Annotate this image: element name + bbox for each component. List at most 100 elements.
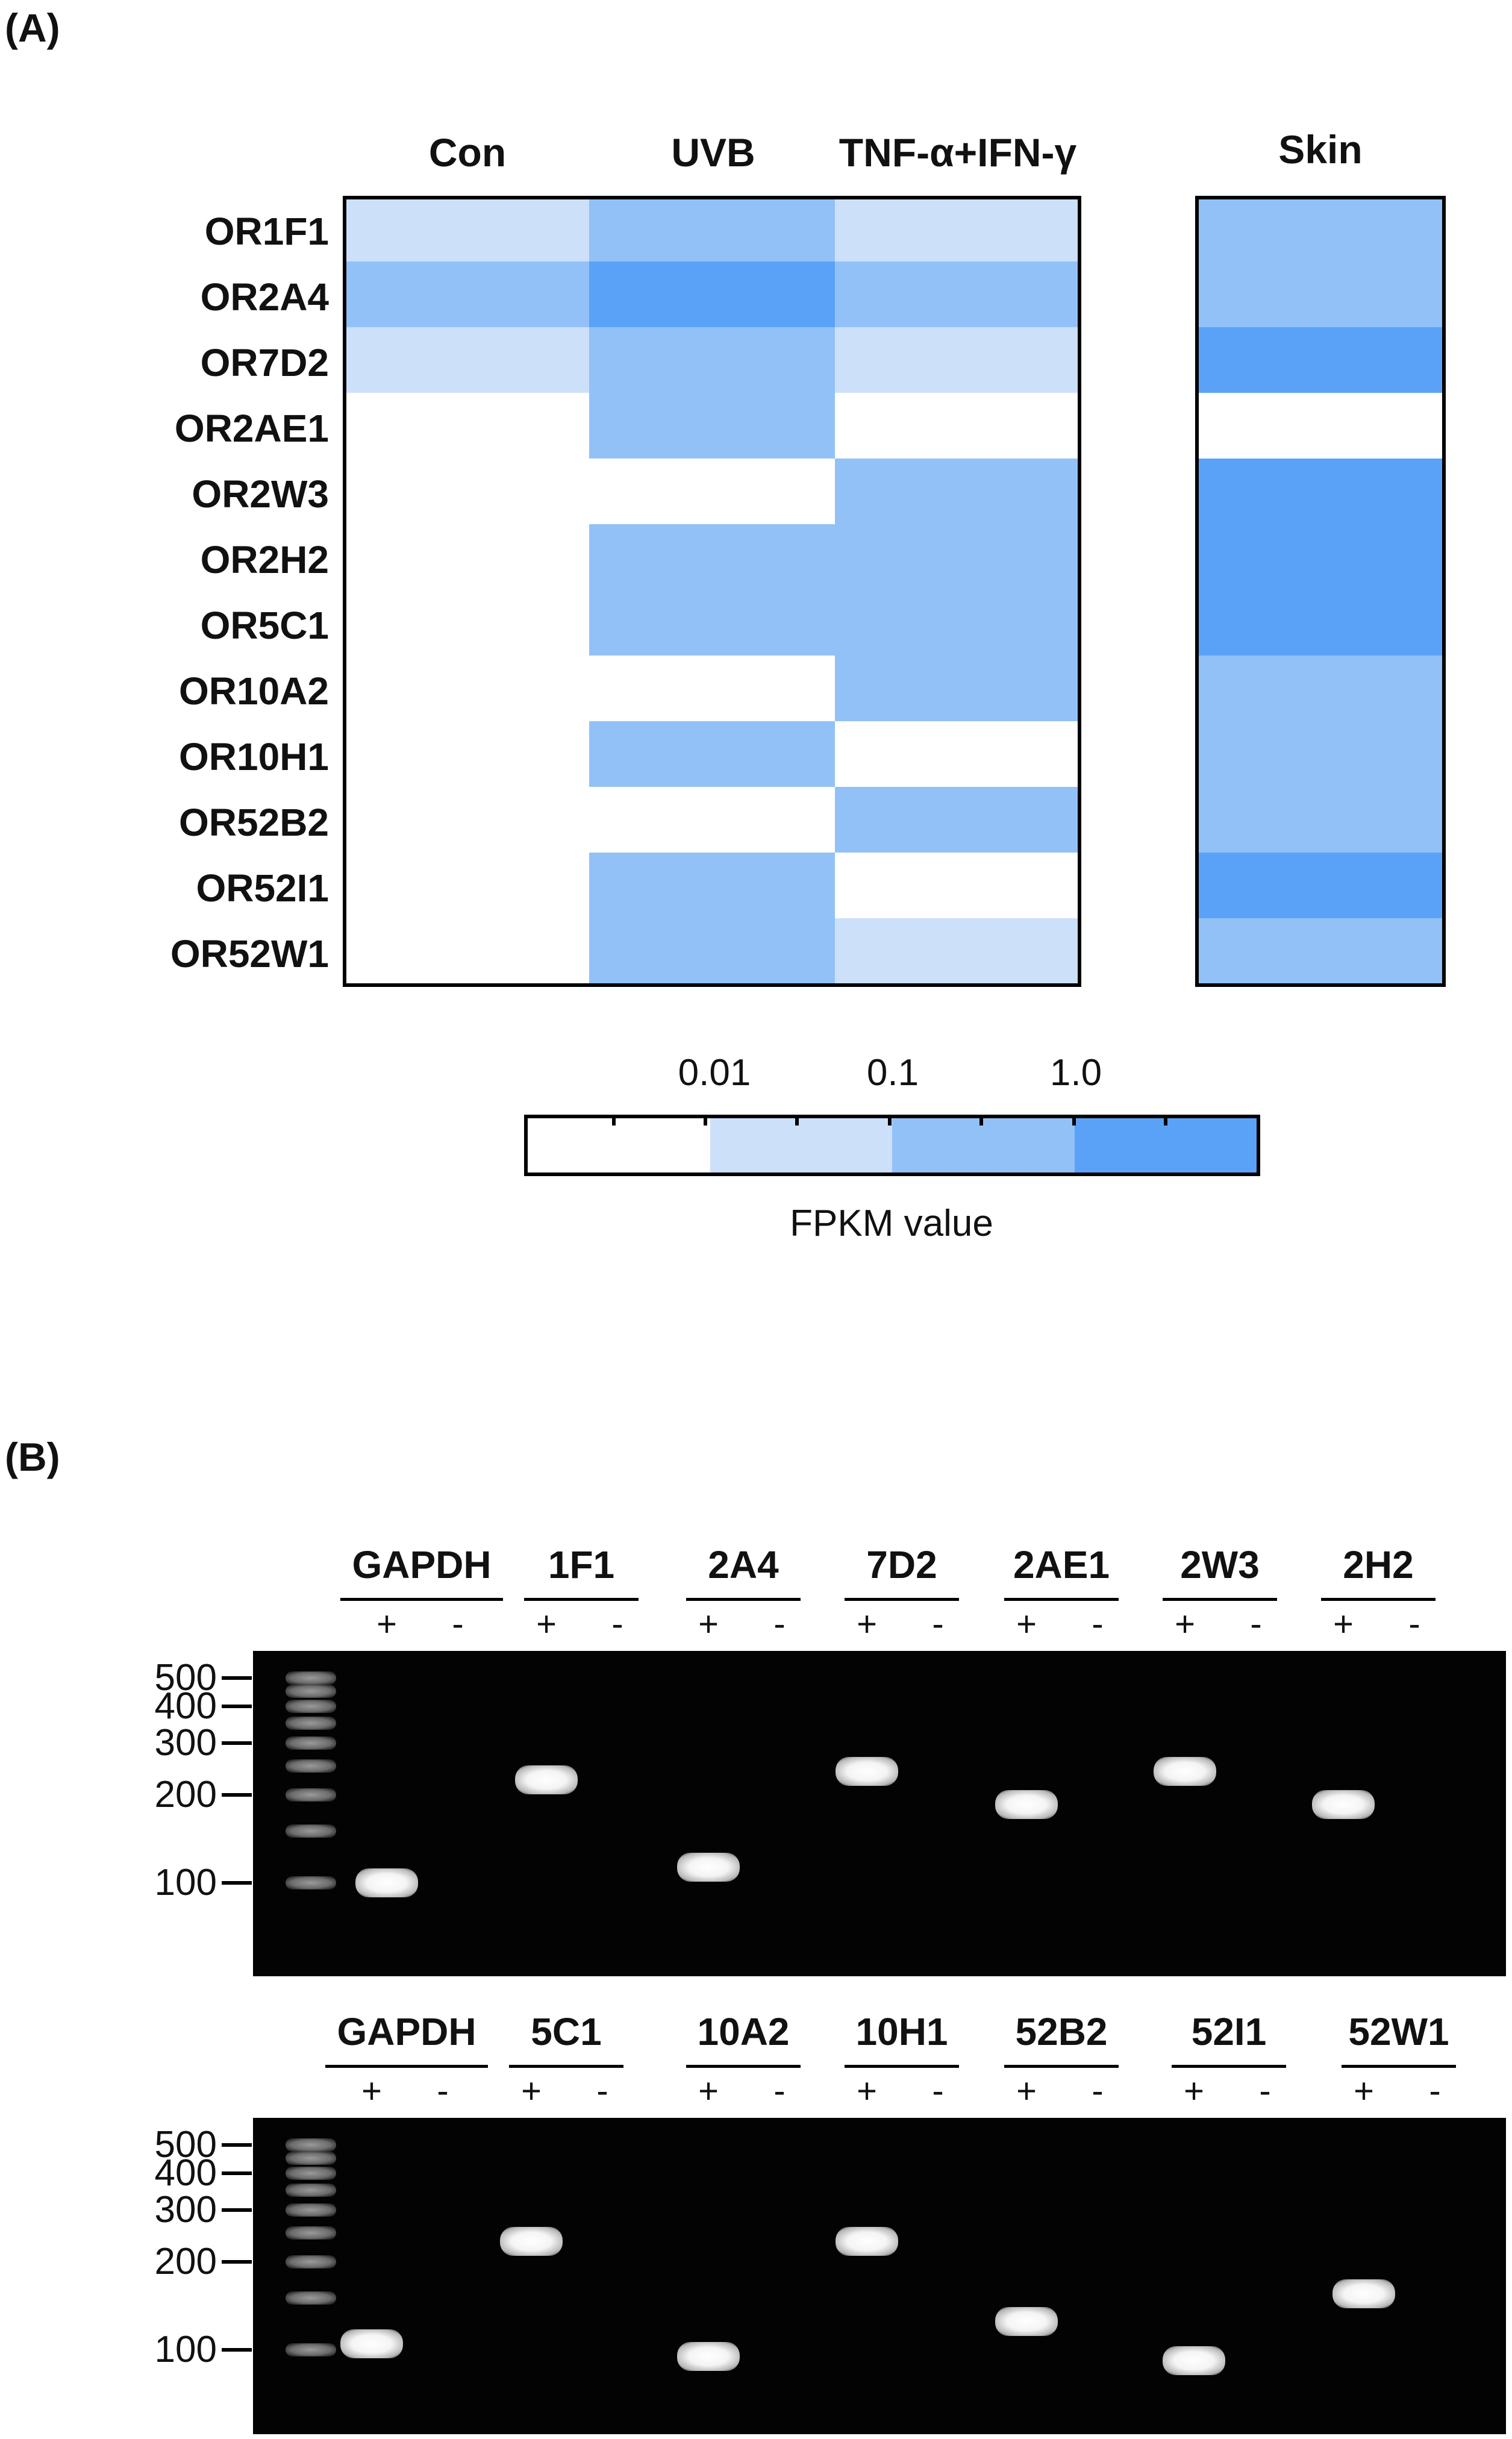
colorbar-tick	[612, 1115, 616, 1126]
gel-lane-plus: +	[1333, 1605, 1354, 1644]
skin-heatmap-frame	[1195, 196, 1446, 987]
heatmap-cell	[589, 590, 836, 656]
heatmap-cell	[835, 327, 1081, 393]
gel-lane-minus: -	[932, 1605, 944, 1644]
heatmap-row-label: OR52B2	[179, 801, 329, 844]
size-marker-label: 100	[154, 1862, 217, 1903]
heatmap-row-label: OR10A2	[179, 669, 329, 713]
ladder-band	[286, 1824, 336, 1838]
gel-lane-minus: -	[1250, 1605, 1262, 1644]
size-marker-tick	[222, 2259, 252, 2264]
gel-lane-minus: -	[1429, 2071, 1441, 2111]
heatmap-cell	[589, 787, 836, 853]
gel-lane-underline	[686, 2065, 801, 2068]
size-marker-label: 300	[154, 1721, 217, 1764]
size-marker-tick	[222, 1792, 252, 1797]
gel-image	[253, 2118, 1506, 2434]
colorbar-tick-label: 1.0	[1049, 1052, 1102, 1094]
ladder-band	[286, 1759, 336, 1773]
gel-lane-minus: -	[1408, 1605, 1420, 1644]
ladder-band	[286, 1685, 336, 1699]
skin-heatmap-cell	[1195, 656, 1446, 721]
size-marker-tick	[222, 2143, 252, 2147]
pcr-band	[677, 1853, 740, 1882]
heatmap-cell	[343, 918, 589, 984]
size-marker-label: 400	[154, 1685, 217, 1727]
ladder-band	[286, 2167, 336, 2181]
heatmap-frame	[343, 196, 1081, 987]
heatmap-cell	[589, 721, 836, 787]
heatmap-column-tnf-ifn: TNF-α+IFN-γ	[839, 130, 1077, 175]
heatmap-row-label: OR2H2	[200, 538, 329, 581]
heatmap-row-label: OR7D2	[200, 341, 329, 384]
gel-lane-name: 10H1	[855, 2010, 948, 2053]
gel-lane-underline	[340, 1598, 503, 1601]
skin-heatmap-cell	[1195, 327, 1446, 393]
gel-lane-name: 52W1	[1348, 2010, 1449, 2053]
size-marker-label: 300	[154, 2188, 217, 2231]
panel-b-label: (B)	[5, 1435, 60, 1479]
heatmap-cell	[343, 196, 589, 261]
size-marker-tick	[222, 1741, 252, 1745]
gel-lane-underline	[325, 2065, 488, 2068]
gel-lane-name: 2AE1	[1013, 1543, 1110, 1586]
gel-lane-minus: -	[773, 2071, 786, 2111]
heatmap-cell	[835, 787, 1081, 853]
gel-lane-name: 5C1	[531, 2010, 602, 2053]
gel-lane-plus: +	[698, 1605, 719, 1644]
gel-lane-plus: +	[1175, 1605, 1195, 1644]
gel-lane-underline	[1004, 2065, 1119, 2068]
gel-lane-name: GAPDH	[337, 2010, 476, 2053]
heatmap-cell	[589, 459, 836, 524]
gel-lane-plus: +	[1016, 2071, 1037, 2111]
ladder-band	[286, 1717, 336, 1730]
size-marker-label: 400	[154, 2152, 217, 2194]
heatmap-cell	[835, 918, 1081, 984]
heatmap-cell	[835, 196, 1081, 261]
heatmap-cell	[343, 327, 589, 393]
ladder-band	[286, 2255, 336, 2268]
colorbar-tick	[888, 1115, 892, 1126]
gel-lane-minus: -	[1092, 2071, 1104, 2111]
skin-heatmap-cell	[1195, 853, 1446, 918]
size-marker-label: 200	[154, 1773, 217, 1815]
pcr-band	[1332, 2279, 1395, 2309]
heatmap-row-label: OR1F1	[204, 210, 329, 253]
heatmap-cell	[835, 524, 1081, 590]
heatmap-cell	[343, 524, 589, 590]
ladder-band	[286, 2203, 336, 2217]
ladder-band	[286, 2226, 336, 2240]
colorbar-segment	[528, 1118, 710, 1173]
gel-lane-minus: -	[437, 2071, 449, 2111]
gel-lane-plus: +	[376, 1605, 397, 1644]
pcr-band	[1163, 2346, 1225, 2375]
skin-heatmap-cell	[1195, 393, 1446, 459]
gel-lane-name: 1F1	[548, 1543, 615, 1586]
gel-lane-name: GAPDH	[352, 1543, 492, 1586]
ladder-band	[286, 1736, 336, 1750]
gel-lane-underline	[1172, 2065, 1286, 2068]
ladder-band	[286, 2184, 336, 2197]
heatmap-cell	[589, 524, 836, 590]
colorbar-tick	[1164, 1115, 1167, 1126]
gel-lane-plus: +	[536, 1605, 557, 1644]
ladder-band	[286, 1671, 336, 1685]
heatmap-cell	[835, 721, 1081, 787]
gel-lane-minus: -	[1092, 1605, 1104, 1644]
gel-lane-plus: +	[698, 2071, 719, 2111]
gel-lane-underline	[845, 2065, 959, 2068]
gel-lane-minus: -	[1259, 2071, 1271, 2111]
gel-lane-plus: +	[1016, 1605, 1037, 1644]
colorbar-tick	[979, 1115, 983, 1126]
gel-lane-underline	[1004, 1598, 1119, 1601]
gel-lane-underline	[524, 1598, 639, 1601]
gel-lane-name: 7D2	[866, 1543, 937, 1586]
ladder-band	[286, 1788, 336, 1802]
gel-lane-plus: +	[1354, 2071, 1374, 2111]
skin-heatmap-cell	[1195, 918, 1446, 984]
heatmap-cell	[835, 261, 1081, 327]
gel-lane-minus: -	[773, 1605, 786, 1644]
gel-lane-plus: +	[857, 2071, 877, 2111]
heatmap-cell	[589, 853, 836, 918]
colorbar-tick	[704, 1115, 707, 1126]
